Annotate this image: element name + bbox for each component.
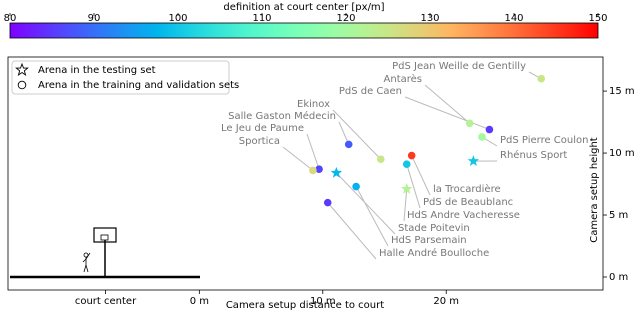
x-tick-label: court center	[75, 296, 137, 307]
y-tick-label: 15 m	[609, 86, 635, 97]
circle-marker	[344, 140, 353, 149]
star-marker	[330, 166, 343, 178]
point-label: Halle André Boulloche	[379, 247, 489, 259]
x-tick-label: 10 m	[310, 296, 336, 307]
y-axis-label: Camera setup height	[589, 137, 600, 243]
leader-line	[332, 109, 382, 160]
circle-marker	[537, 74, 546, 83]
legend	[11, 60, 230, 95]
leader-line	[411, 155, 431, 196]
circle-marker	[402, 160, 411, 169]
star-marker	[401, 183, 413, 194]
circle-marker	[465, 119, 474, 128]
colorbar-tick-label: 140	[504, 13, 523, 24]
plot-frame	[7, 56, 604, 291]
star-marker	[467, 155, 480, 166]
point-label: Rhénus Sport	[500, 149, 567, 161]
colorbar-tick-label: 110	[252, 13, 271, 24]
circle-marker	[17, 80, 27, 90]
circle-marker	[309, 166, 317, 175]
leader-line	[424, 84, 471, 124]
colorbar	[9, 22, 599, 39]
x-tick-label: 20 m	[433, 296, 459, 307]
x-axis-label: Camera setup distance to court	[226, 300, 384, 311]
colorbar-tick-label: 100	[168, 13, 187, 24]
point-label: Ekinox	[297, 99, 330, 110]
leader-line	[355, 186, 389, 247]
court-drawing	[10, 227, 200, 279]
colorbar-label: definition at court center [px/m]	[223, 2, 384, 13]
point-label: Antarès	[384, 73, 422, 85]
leader-line	[306, 133, 320, 170]
leader-line	[403, 188, 408, 222]
y-tick-label: 10 m	[609, 148, 635, 159]
y-tick-label: 5 m	[609, 210, 628, 221]
colorbar-tick-label: 90	[88, 13, 101, 24]
point-label: Stade Poitevin	[398, 223, 470, 234]
y-tick-label: 0 m	[609, 272, 628, 283]
point-label: Sportica	[239, 136, 280, 147]
star-marker	[15, 62, 29, 76]
point-label: Salle Gaston Médecin	[228, 110, 336, 122]
leader-line	[404, 96, 490, 130]
x-tick-label: 0 m	[190, 296, 209, 307]
leader-line	[406, 164, 421, 209]
colorbar-tick-label: 150	[588, 13, 607, 24]
colorbar-tick-label: 130	[420, 13, 439, 24]
point-label: PdS Jean Weille de Gentilly	[392, 61, 526, 72]
point-label: PdS Pierre Coulon	[500, 135, 588, 146]
circle-marker	[377, 155, 385, 164]
leader-line	[338, 121, 350, 145]
circle-marker	[323, 198, 332, 207]
point-label: PdS de Beaublanc	[423, 197, 513, 208]
circle-marker	[407, 151, 416, 160]
circle-marker	[352, 182, 360, 191]
circle-marker	[485, 125, 494, 134]
point-label: Le Jeu de Paume	[221, 123, 304, 134]
point-label: HdS Parsemain	[391, 235, 467, 246]
circle-marker	[315, 165, 323, 173]
circle-marker	[478, 133, 486, 141]
point-label: la Trocardière	[433, 183, 501, 195]
legend-label: Arena in the training and validation set…	[38, 80, 239, 91]
legend-label: Arena in the testing set	[38, 65, 156, 76]
colorbar-tick-label: 120	[336, 13, 355, 24]
point-label: HdS Andre Vacheresse	[407, 210, 520, 221]
leader-line	[327, 202, 377, 260]
point-label: PdS de Caen	[339, 86, 402, 97]
colorbar-tick-label: 80	[4, 13, 17, 24]
leader-line	[282, 146, 314, 171]
